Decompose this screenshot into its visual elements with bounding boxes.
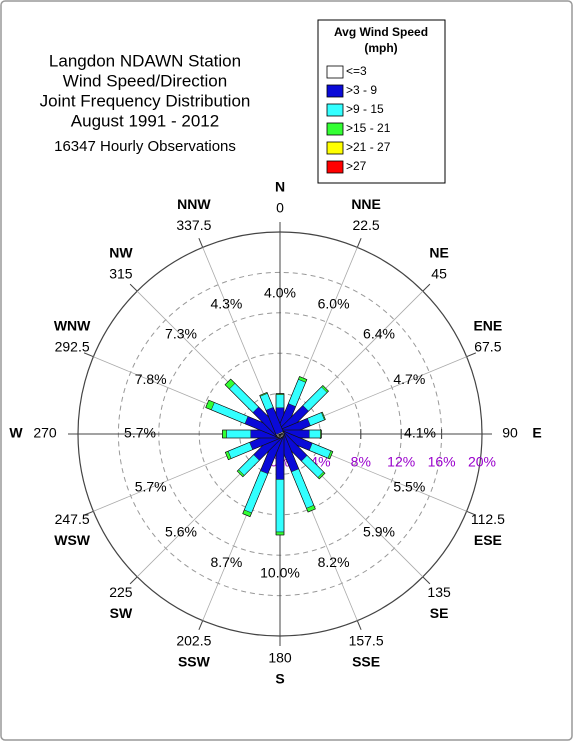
direction-label: N <box>275 179 285 195</box>
chart-subtitle: 16347 Hourly Observations <box>54 138 236 155</box>
legend-label: >15 - 21 <box>346 121 391 135</box>
direction-label: WSW <box>54 532 91 548</box>
direction-label: W <box>9 425 23 441</box>
degree-label: 225 <box>109 584 133 600</box>
outer-tick <box>356 620 362 631</box>
frequency-label: 4.1% <box>404 425 436 441</box>
frequency-label: 4.7% <box>393 371 425 387</box>
degree-label: 0 <box>276 200 284 216</box>
frequency-label: 6.4% <box>363 326 395 342</box>
degree-label: 337.5 <box>176 217 211 233</box>
bar-segment <box>222 429 227 439</box>
legend-title: Avg Wind Speed <box>334 25 428 39</box>
radial-tick-label: 20% <box>468 454 496 470</box>
degree-label: 22.5 <box>352 217 379 233</box>
degree-label: 247.5 <box>55 511 90 527</box>
direction-label: ENE <box>473 318 502 334</box>
chart-title: Langdon NDAWN Station <box>49 51 241 70</box>
degree-label: 180 <box>268 650 292 666</box>
outer-tick <box>198 620 204 631</box>
legend-swatch <box>326 65 344 79</box>
bar-outline <box>259 391 285 436</box>
legend-label: >9 - 15 <box>346 102 384 116</box>
outer-tick <box>422 283 431 292</box>
direction-label: NNE <box>351 196 381 212</box>
degree-label: 315 <box>109 266 133 282</box>
direction-label: S <box>275 671 284 687</box>
outer-tick <box>356 237 362 248</box>
legend-swatch <box>326 141 344 155</box>
legend-label: >21 - 27 <box>346 140 391 154</box>
degree-label: 67.5 <box>474 339 501 355</box>
outer-tick <box>129 576 138 585</box>
degree-label: 45 <box>431 266 447 282</box>
legend-title: (mph) <box>364 41 397 55</box>
frequency-label: 5.9% <box>363 524 395 540</box>
degree-label: 270 <box>33 425 57 441</box>
legend-swatch <box>326 122 344 136</box>
frequency-label: 7.3% <box>165 326 197 342</box>
degree-label: 135 <box>427 584 451 600</box>
chart-title: August 1991 - 2012 <box>71 111 219 130</box>
direction-label: SW <box>110 605 133 621</box>
legend-swatch <box>326 160 344 174</box>
outer-tick <box>466 510 477 516</box>
radial-tick-label: 16% <box>428 454 456 470</box>
direction-label: ESE <box>474 532 502 548</box>
radial-tick-label: 8% <box>351 454 371 470</box>
legend-swatch <box>326 103 344 117</box>
legend-box <box>317 19 446 184</box>
frequency-label: 8.7% <box>210 554 242 570</box>
frequency-label: 5.7% <box>124 425 156 441</box>
frequency-label: 7.8% <box>135 371 167 387</box>
direction-label: NW <box>109 245 133 261</box>
frequency-label: 5.6% <box>165 524 197 540</box>
legend-swatch <box>326 84 344 98</box>
direction-label: NNW <box>177 196 211 212</box>
frequency-label: 8.2% <box>318 554 350 570</box>
outer-tick <box>466 352 477 358</box>
frequency-label: 6.0% <box>318 295 350 311</box>
chart-title: Wind Speed/Direction <box>63 71 227 90</box>
bar-segment <box>275 479 285 533</box>
direction-label: NE <box>429 245 448 261</box>
degree-label: 292.5 <box>55 339 90 355</box>
outer-tick <box>129 283 138 292</box>
bar-segment <box>226 429 251 439</box>
legend-label: <=3 <box>346 64 367 78</box>
frequency-label: 5.7% <box>135 478 167 494</box>
direction-label: WNW <box>54 318 91 334</box>
frequency-label: 5.5% <box>393 478 425 494</box>
degree-label: 90 <box>502 425 518 441</box>
chart-title: Joint Frequency Distribution <box>40 91 251 110</box>
frequency-label: 4.3% <box>210 295 242 311</box>
degree-label: 112.5 <box>471 511 505 527</box>
frequency-label: 10.0% <box>260 565 300 581</box>
outer-tick <box>422 576 431 585</box>
radial-tick-label: 12% <box>387 454 415 470</box>
bar-segment <box>309 429 321 439</box>
outer-tick <box>83 352 94 358</box>
legend-label: >3 - 9 <box>346 83 377 97</box>
outer-tick <box>198 237 204 248</box>
direction-label: SSW <box>178 654 211 670</box>
degree-label: 202.5 <box>176 633 211 649</box>
direction-label: SSE <box>352 654 380 670</box>
bar-segment <box>275 394 285 408</box>
frequency-label: 4.0% <box>264 285 296 301</box>
outer-tick <box>83 510 94 516</box>
direction-label: E <box>532 425 541 441</box>
legend-label: >27 <box>346 159 367 173</box>
direction-label: SE <box>430 605 449 621</box>
degree-label: 157.5 <box>349 633 384 649</box>
bar-segment <box>275 531 285 536</box>
